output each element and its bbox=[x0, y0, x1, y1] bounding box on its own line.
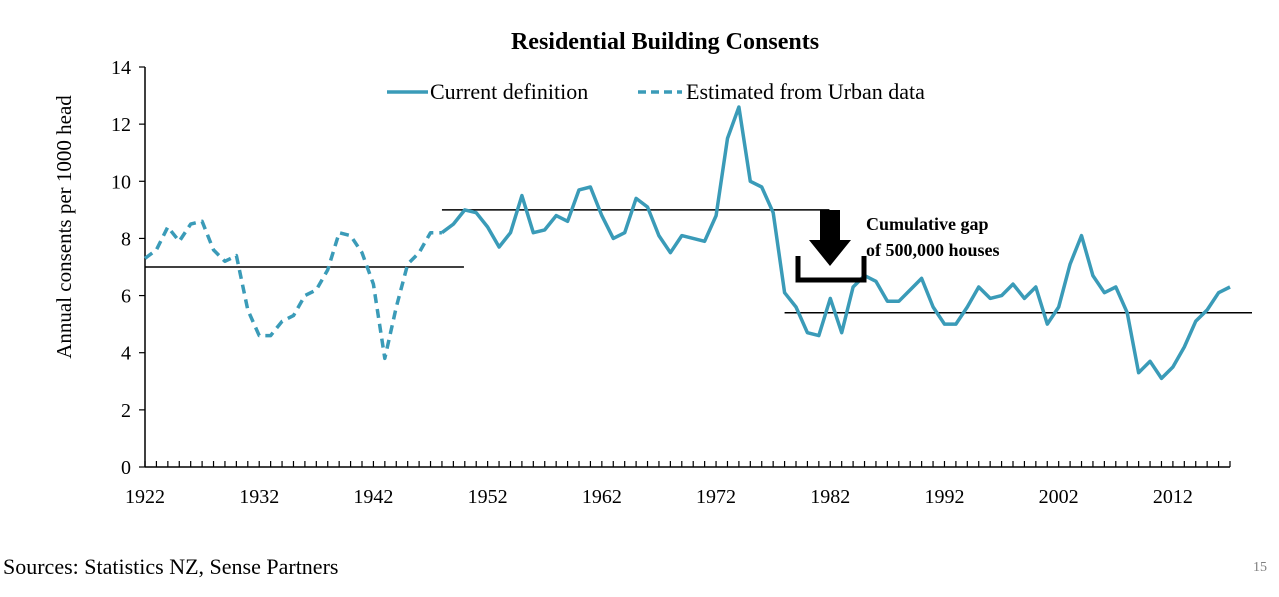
x-tick-label: 1922 bbox=[125, 486, 165, 508]
reference-lines bbox=[145, 209, 1252, 314]
series-line-estimated-urban bbox=[143, 219, 442, 361]
axes: 0 2 4 6 8 10 12 14 1922 1932 1942 1952 1962 1972 1982 1… bbox=[111, 57, 1231, 508]
x-tick-label: 1982 bbox=[810, 486, 850, 508]
x-tick-label: 1972 bbox=[696, 486, 736, 508]
y-tick-label: 4 bbox=[121, 343, 131, 365]
legend-label-estimated: Estimated from Urban data bbox=[686, 79, 925, 104]
x-tick-label: 1942 bbox=[353, 486, 393, 508]
page-number: 15 bbox=[1253, 560, 1267, 575]
y-tick-label: 6 bbox=[121, 286, 131, 308]
legend: Current definition Estimated from Urban … bbox=[387, 79, 925, 104]
gap-bracket-icon bbox=[795, 256, 867, 283]
x-tick-label: 1952 bbox=[468, 486, 508, 508]
series-group bbox=[143, 105, 1231, 381]
chart-title: Residential Building Consents bbox=[511, 29, 819, 55]
down-arrow-icon bbox=[809, 210, 851, 266]
x-tick-label: 1962 bbox=[582, 486, 622, 508]
y-axis-label: Annual consents per 1000 head bbox=[52, 95, 76, 359]
y-tick-label: 2 bbox=[121, 400, 131, 422]
x-tick-label: 2002 bbox=[1039, 486, 1079, 508]
x-tick-label: 1992 bbox=[924, 486, 964, 508]
y-tick-label: 12 bbox=[111, 114, 131, 136]
y-tick-label: 0 bbox=[121, 457, 131, 479]
annotation-line-2: of 500,000 houses bbox=[866, 240, 1000, 260]
y-tick-label: 14 bbox=[111, 57, 131, 79]
legend-label-current: Current definition bbox=[430, 79, 588, 104]
annotation: Cumulative gap of 500,000 houses bbox=[795, 210, 1000, 283]
series-line-current-definition bbox=[440, 105, 1231, 381]
annotation-line-1: Cumulative gap bbox=[866, 214, 989, 234]
source-note: Sources: Statistics NZ, Sense Partners bbox=[3, 554, 339, 579]
y-tick-label: 10 bbox=[111, 171, 131, 193]
y-tick-label: 8 bbox=[121, 228, 131, 250]
x-tick-label: 2012 bbox=[1153, 486, 1193, 508]
x-tick-label: 1932 bbox=[239, 486, 279, 508]
